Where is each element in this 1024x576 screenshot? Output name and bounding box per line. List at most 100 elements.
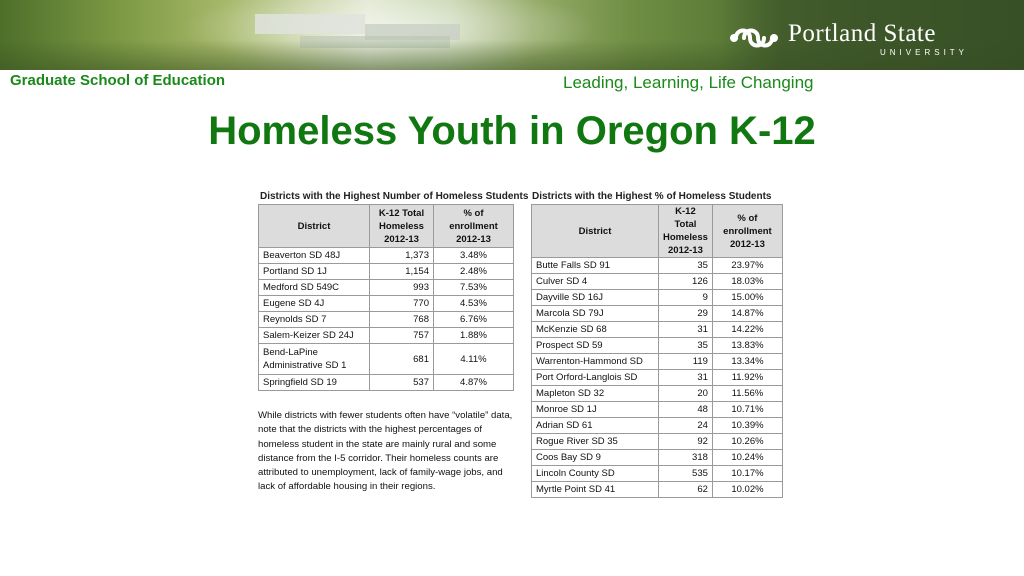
district-cell: Coos Bay SD 9 — [531, 449, 659, 466]
percent-cell: 11.92% — [711, 369, 784, 386]
left-table: District K-12 Total Homeless 2012-13 % o… — [258, 204, 514, 391]
total-cell: 48 — [658, 401, 713, 418]
percent-cell: 3.48% — [433, 247, 514, 264]
total-cell: 62 — [658, 481, 713, 498]
right-table-caption: Districts with the Highest % of Homeless… — [532, 191, 772, 202]
total-cell: 318 — [658, 449, 713, 466]
logo-name: Portland State — [788, 20, 936, 47]
percent-cell: 10.39% — [711, 417, 784, 434]
total-cell: 31 — [658, 321, 713, 338]
school-name: Graduate School of Education — [10, 72, 226, 89]
table-row: Springfield SD 19 537 4.87% — [258, 374, 514, 391]
table-row: Mapleton SD 32 20 11.56% — [531, 385, 784, 402]
total-cell: 1,373 — [369, 247, 434, 264]
district-cell: Eugene SD 4J — [258, 295, 370, 312]
total-cell: 770 — [369, 295, 434, 312]
district-cell: Portland SD 1J — [258, 263, 370, 280]
column-header: District — [531, 204, 659, 258]
table-row: Dayville SD 16J 9 15.00% — [531, 289, 784, 306]
total-cell: 92 — [658, 433, 713, 450]
table-row: Reynolds SD 7 768 6.76% — [258, 311, 514, 328]
table-row: Eugene SD 4J 770 4.53% — [258, 295, 514, 312]
total-cell: 535 — [658, 465, 713, 482]
total-cell: 768 — [369, 311, 434, 328]
district-cell: Bend-LaPine Administrative SD 1 — [258, 343, 370, 375]
table-row: Bend-LaPine Administrative SD 1 681 4.11% — [258, 343, 514, 375]
district-cell: Prospect SD 59 — [531, 337, 659, 354]
header-banner-photo: Portland State UNIVERSITY — [0, 0, 1024, 70]
percent-cell: 10.02% — [711, 481, 784, 498]
note-text: While districts with fewer students ofte… — [258, 410, 513, 493]
total-cell: 20 — [658, 385, 713, 402]
table-row: Prospect SD 59 35 13.83% — [531, 337, 784, 354]
column-header: K-12 Total Homeless 2012-13 — [658, 204, 713, 258]
table-row: Warrenton-Hammond SD 119 13.34% — [531, 353, 784, 370]
total-cell: 681 — [369, 343, 434, 375]
table-row: Lincoln County SD 535 10.17% — [531, 465, 784, 482]
psu-logo — [720, 0, 1024, 70]
district-cell: Springfield SD 19 — [258, 374, 370, 391]
percent-cell: 10.26% — [711, 433, 784, 450]
total-cell: 993 — [369, 279, 434, 296]
column-header: % of enrollment 2012-13 — [711, 204, 784, 258]
percent-cell: 4.53% — [433, 295, 514, 312]
total-cell: 29 — [658, 305, 713, 322]
logo-subtitle: UNIVERSITY — [880, 48, 969, 57]
table-row: Medford SD 549C 993 7.53% — [258, 279, 514, 296]
tagline: Leading, Learning, Life Changing — [563, 73, 814, 92]
column-header: % of enrollment 2012-13 — [433, 204, 514, 248]
total-cell: 1,154 — [369, 263, 434, 280]
percent-cell: 1.88% — [433, 327, 514, 344]
total-cell: 24 — [658, 417, 713, 434]
district-cell: Beaverton SD 48J — [258, 247, 370, 264]
district-cell: Butte Falls SD 91 — [531, 257, 659, 274]
percent-cell: 2.48% — [433, 263, 514, 280]
table-row: Marcola SD 79J 29 14.87% — [531, 305, 784, 322]
table-row: Port Orford-Langlois SD 31 11.92% — [531, 369, 784, 386]
district-cell: Port Orford-Langlois SD — [531, 369, 659, 386]
district-cell: Myrtle Point SD 41 — [531, 481, 659, 498]
right-table: District K-12 Total Homeless 2012-13 % o… — [531, 204, 784, 498]
table-row: Beaverton SD 48J 1,373 3.48% — [258, 247, 514, 264]
district-cell: Reynolds SD 7 — [258, 311, 370, 328]
percent-cell: 10.71% — [711, 401, 784, 418]
percent-cell: 23.97% — [711, 257, 784, 274]
district-cell: Warrenton-Hammond SD — [531, 353, 659, 370]
percent-cell: 7.53% — [433, 279, 514, 296]
percent-cell: 13.34% — [711, 353, 784, 370]
district-cell: Monroe SD 1J — [531, 401, 659, 418]
table-row: Monroe SD 1J 48 10.71% — [531, 401, 784, 418]
total-cell: 126 — [658, 273, 713, 290]
percent-cell: 15.00% — [711, 289, 784, 306]
percent-cell: 14.87% — [711, 305, 784, 322]
table-row: Butte Falls SD 91 35 23.97% — [531, 257, 784, 274]
table-row: Rogue River SD 35 92 10.26% — [531, 433, 784, 450]
district-cell: McKenzie SD 68 — [531, 321, 659, 338]
percent-cell: 4.11% — [433, 343, 514, 375]
district-cell: Rogue River SD 35 — [531, 433, 659, 450]
column-header: District — [258, 204, 370, 248]
total-cell: 119 — [658, 353, 713, 370]
district-cell: Mapleton SD 32 — [531, 385, 659, 402]
table-row: Adrian SD 61 24 10.39% — [531, 417, 784, 434]
page-title: Homeless Youth in Oregon K-12 — [208, 109, 816, 153]
district-cell: Medford SD 549C — [258, 279, 370, 296]
percent-cell: 18.03% — [711, 273, 784, 290]
total-cell: 35 — [658, 257, 713, 274]
total-cell: 537 — [369, 374, 434, 391]
percent-cell: 14.22% — [711, 321, 784, 338]
table-row: Culver SD 4 126 18.03% — [531, 273, 784, 290]
district-cell: Salem-Keizer SD 24J — [258, 327, 370, 344]
table-row: McKenzie SD 68 31 14.22% — [531, 321, 784, 338]
table-row: Salem-Keizer SD 24J 757 1.88% — [258, 327, 514, 344]
district-cell: Dayville SD 16J — [531, 289, 659, 306]
district-cell: Culver SD 4 — [531, 273, 659, 290]
percent-cell: 13.83% — [711, 337, 784, 354]
district-cell: Adrian SD 61 — [531, 417, 659, 434]
total-cell: 35 — [658, 337, 713, 354]
table-row: Portland SD 1J 1,154 2.48% — [258, 263, 514, 280]
percent-cell: 10.17% — [711, 465, 784, 482]
table-row: Myrtle Point SD 41 62 10.02% — [531, 481, 784, 498]
district-cell: Marcola SD 79J — [531, 305, 659, 322]
percent-cell: 4.87% — [433, 374, 514, 391]
